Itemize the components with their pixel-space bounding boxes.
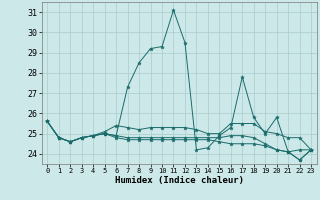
X-axis label: Humidex (Indice chaleur): Humidex (Indice chaleur) [115, 176, 244, 185]
